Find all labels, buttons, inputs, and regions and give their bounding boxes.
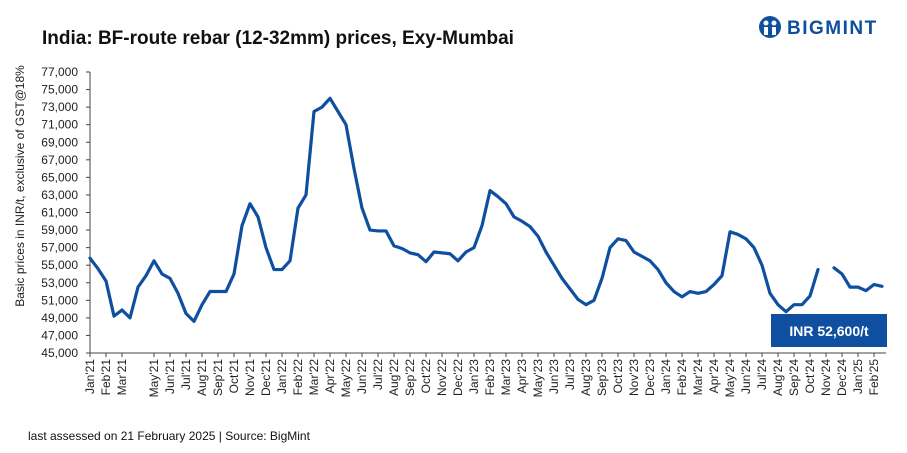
- x-tick-label: Oct'24: [803, 359, 817, 394]
- x-tick-label: Sep'22: [403, 359, 417, 396]
- x-tick-label: Jun'24: [739, 359, 753, 394]
- x-tick-label: Apr'22: [323, 359, 337, 394]
- x-tick-label: May'22: [339, 359, 353, 398]
- x-tick-label: Feb'21: [99, 359, 113, 396]
- x-tick-label: Dec'23: [643, 359, 657, 396]
- x-tick-label: Oct'22: [419, 359, 433, 394]
- x-tick-label: Jan'23: [467, 359, 481, 394]
- y-tick-label: 51,000: [41, 293, 78, 307]
- x-tick-label: Feb'24: [675, 359, 689, 396]
- y-tick-label: 69,000: [41, 135, 78, 149]
- x-tick-label: Mar'22: [307, 359, 321, 396]
- x-tick-label: Jun'22: [355, 359, 369, 394]
- x-tick-label: May'23: [531, 359, 545, 398]
- y-tick-label: 55,000: [41, 258, 78, 272]
- x-tick-label: Dec'22: [451, 359, 465, 396]
- x-tick-label: Nov'24: [819, 359, 833, 396]
- x-tick-label: Mar'23: [499, 359, 513, 396]
- x-tick-label: May'21: [147, 359, 161, 398]
- y-tick-label: 75,000: [41, 83, 78, 97]
- price-line: [832, 266, 884, 293]
- x-tick-label: Jan'25: [851, 359, 865, 394]
- x-tick-label: Jul'24: [755, 359, 769, 390]
- x-tick-label: Dec'21: [259, 359, 273, 396]
- x-tick-label: Nov'23: [627, 359, 641, 396]
- price-line: [88, 96, 820, 323]
- chart-title: India: BF-route rebar (12-32mm) prices, …: [42, 28, 514, 49]
- y-tick-label: 47,000: [41, 328, 78, 342]
- x-tick-label: Aug'21: [195, 359, 209, 396]
- x-tick-label: Feb'25: [867, 359, 881, 396]
- y-tick-label: 65,000: [41, 170, 78, 184]
- logo: BIGMINT: [759, 16, 878, 39]
- brand: BIGMINT: [787, 18, 878, 39]
- annotation-box: [771, 314, 887, 347]
- y-tick-label: 45,000: [41, 346, 78, 360]
- x-tick-label: Aug'24: [771, 359, 785, 396]
- x-tick-label: Feb'22: [291, 359, 305, 396]
- x-tick-label: Oct'21: [227, 359, 241, 394]
- y-tick-label: 49,000: [41, 311, 78, 325]
- x-tick-label: Jan'24: [659, 359, 673, 394]
- y-tick-label: 67,000: [41, 153, 78, 167]
- y-tick-label: 57,000: [41, 241, 78, 255]
- x-tick-label: Sep'24: [787, 359, 801, 396]
- x-tick-label: Dec'24: [835, 359, 849, 396]
- x-tick-label: Nov'21: [243, 359, 257, 396]
- x-tick-label: Mar'21: [115, 359, 129, 396]
- x-tick-label: Nov'22: [435, 359, 449, 396]
- y-tick-label: 77,000: [41, 65, 78, 79]
- x-tick-label: Jun'23: [547, 359, 561, 394]
- y-axis-label: Basic prices in INR/t, exclusive of GST@…: [13, 65, 27, 307]
- x-tick-label: Apr'24: [707, 359, 721, 394]
- x-tick-label: Aug'22: [387, 359, 401, 396]
- x-tick-label: Aug'23: [579, 359, 593, 396]
- x-tick-label: Jan'22: [275, 359, 289, 394]
- y-tick-label: 53,000: [41, 276, 78, 290]
- y-tick-label: 59,000: [41, 223, 78, 237]
- y-tick-label: 71,000: [41, 118, 78, 132]
- annotation: INR 52,600/t: [789, 323, 869, 339]
- x-tick-label: May'24: [723, 359, 737, 398]
- x-tick-label: Jul'21: [179, 359, 193, 390]
- x-tick-label: Jun'21: [163, 359, 177, 394]
- x-tick-label: Sep'21: [211, 359, 225, 396]
- x-tick-label: Mar'24: [691, 359, 705, 396]
- footer: last assessed on 21 February 2025 | Sour…: [28, 429, 311, 443]
- x-tick-label: Sep'23: [595, 359, 609, 396]
- x-tick-label: Jul'23: [563, 359, 577, 390]
- y-tick-label: 73,000: [41, 100, 78, 114]
- x-tick-label: Oct'23: [611, 359, 625, 394]
- y-tick-label: 63,000: [41, 188, 78, 202]
- x-tick-label: Feb'23: [483, 359, 497, 396]
- x-tick-label: Apr'23: [515, 359, 529, 394]
- x-tick-label: Jan'21: [83, 359, 97, 394]
- y-tick-label: 61,000: [41, 206, 78, 220]
- x-tick-label: Jul'22: [371, 359, 385, 390]
